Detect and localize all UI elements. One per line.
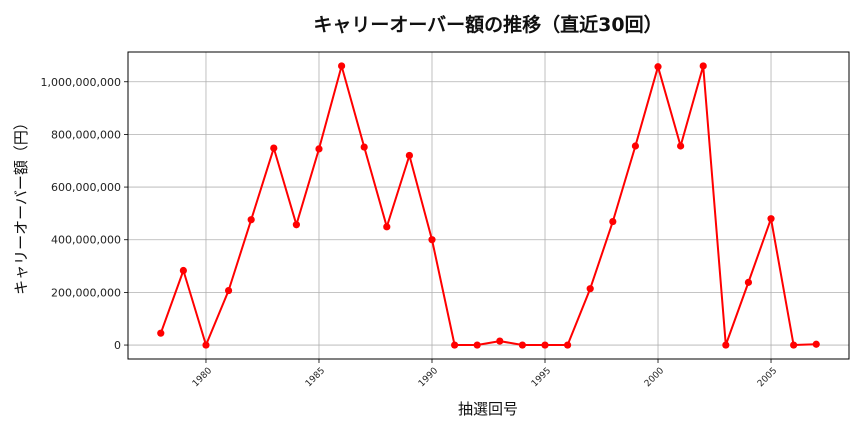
- y-axis-ticks: 0 200,000,000 400,000,000 600,000,000 800,00…: [41, 76, 128, 352]
- y-tick-label: 400,000,000: [51, 234, 121, 247]
- x-tick-label: 2005: [756, 366, 779, 389]
- data-point: [609, 217, 617, 226]
- grid: [128, 52, 849, 359]
- data-point: [473, 341, 481, 349]
- data-point: [157, 329, 165, 337]
- plot-frame: [127, 51, 850, 360]
- x-tick-label: 1995: [530, 366, 553, 389]
- data-point: [654, 63, 662, 71]
- data-point: [405, 151, 413, 160]
- data-point: [270, 144, 278, 152]
- x-tick-label: 1990: [417, 366, 440, 389]
- x-tick-label: 1985: [304, 366, 327, 389]
- x-tick-label: 2000: [643, 366, 666, 389]
- data-point: [564, 341, 572, 349]
- data-point: [586, 285, 594, 293]
- chart-title: キャリーオーバー額の推移（直近30回）: [313, 13, 662, 36]
- data-point: [337, 62, 346, 70]
- data-point: [812, 340, 820, 348]
- data-point: [202, 341, 210, 349]
- data-point: [247, 216, 255, 224]
- data-point: [315, 145, 323, 153]
- y-axis-label: キャリーオーバー額（円）: [12, 115, 30, 295]
- data-point: [541, 341, 549, 349]
- x-tick-label: 1980: [191, 366, 214, 389]
- data-point: [224, 286, 233, 295]
- data-point: [631, 142, 640, 150]
- y-tick-label: 1,000,000,000: [41, 76, 121, 89]
- x-axis-ticks: 1980 1985 1990 1995 2000 2005: [191, 359, 779, 389]
- y-tick-label: 800,000,000: [51, 128, 121, 141]
- y-tick-label: 0: [114, 339, 121, 352]
- y-tick-label: 600,000,000: [51, 181, 121, 194]
- data-point: [518, 341, 527, 349]
- x-axis-label: 抽選回号: [458, 400, 518, 418]
- data-point: [722, 341, 730, 349]
- data-point: [360, 143, 368, 151]
- data-point: [292, 221, 300, 229]
- y-tick-label: 200,000,000: [51, 286, 121, 299]
- data-point: [383, 223, 391, 231]
- data-point: [677, 142, 685, 150]
- series-line: [159, 65, 817, 346]
- data-point: [428, 236, 436, 244]
- series-group: [157, 62, 820, 349]
- data-point: [496, 337, 504, 345]
- data-point: [767, 215, 775, 223]
- data-point: [450, 341, 459, 349]
- data-point: [699, 62, 707, 70]
- data-point: [790, 341, 798, 349]
- data-point: [744, 278, 753, 286]
- data-point: [179, 266, 187, 275]
